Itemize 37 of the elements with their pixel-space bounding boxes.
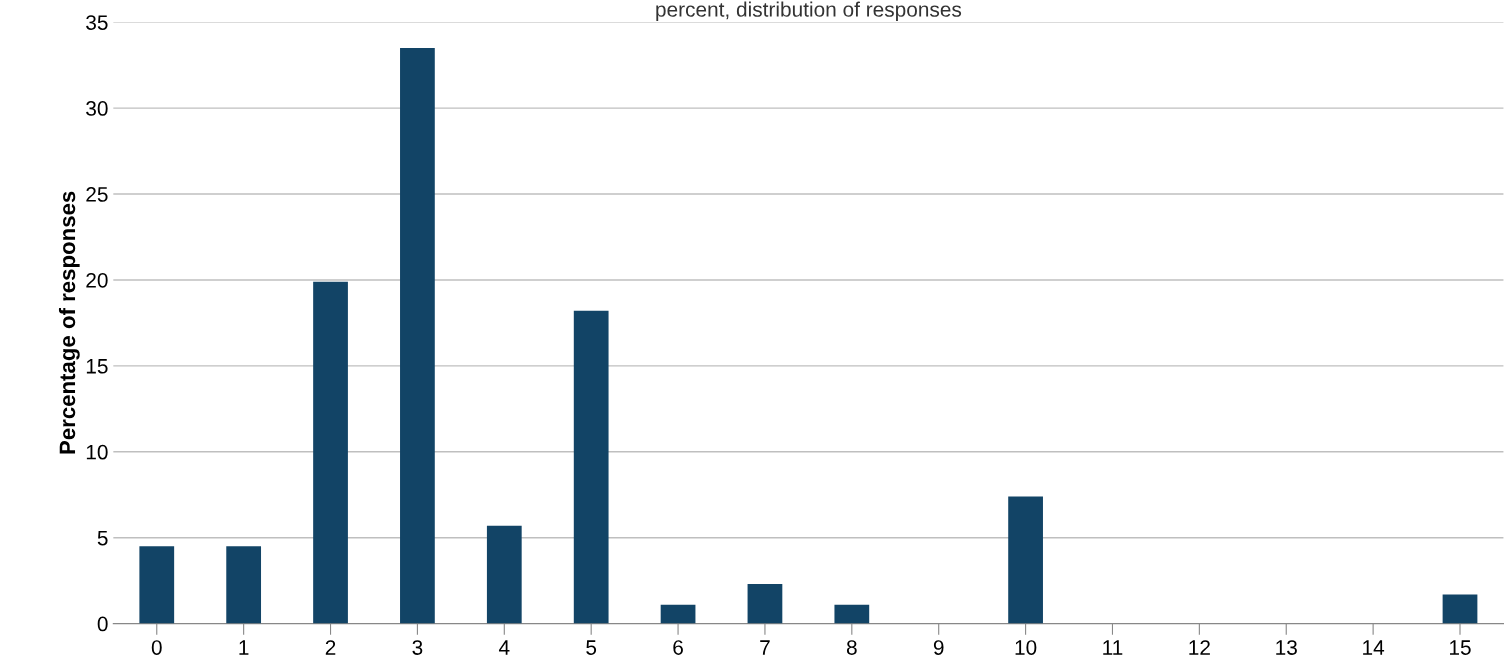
bar xyxy=(139,546,175,624)
bar xyxy=(313,281,348,624)
bar xyxy=(400,47,435,624)
x-tick-label: 14 xyxy=(1363,640,1385,655)
x-tick-label: 5 xyxy=(586,640,597,655)
bar xyxy=(1442,594,1478,624)
bar xyxy=(747,584,783,624)
bar xyxy=(834,604,870,624)
y-tick-label: 10 xyxy=(86,444,108,460)
x-tick-label: 0 xyxy=(151,640,162,655)
bar xyxy=(486,525,522,624)
x-tick-label: 15 xyxy=(1450,640,1471,655)
x-tick-label: 1 xyxy=(239,640,249,655)
bar xyxy=(573,310,609,624)
x-tick-label: 3 xyxy=(412,640,423,655)
y-tick-label: 15 xyxy=(86,359,108,374)
x-tick-label: 9 xyxy=(933,640,944,655)
x-tick-label: 12 xyxy=(1189,640,1210,655)
chart-title: percent, distribution of responses xyxy=(656,1,962,21)
x-tick-label: 11 xyxy=(1103,640,1123,655)
y-tick-label: 35 xyxy=(86,15,108,30)
bar xyxy=(1008,496,1043,624)
x-tick-label: 13 xyxy=(1276,640,1297,655)
bar xyxy=(660,604,696,624)
y-tick-label: 20 xyxy=(86,272,108,288)
y-tick-label: 5 xyxy=(97,530,108,546)
x-tick-label: 8 xyxy=(846,640,857,655)
y-tick-label: 30 xyxy=(86,101,108,116)
y-axis-title: Percentage of responses xyxy=(58,191,80,454)
bar xyxy=(226,546,262,624)
x-tick-label: 2 xyxy=(325,640,336,655)
x-tick-label: 7 xyxy=(760,640,770,655)
x-tick-label: 6 xyxy=(673,640,683,655)
y-tick-label: 0 xyxy=(97,616,108,632)
x-tick-label: 4 xyxy=(498,640,510,655)
x-tick-label: 10 xyxy=(1015,640,1037,655)
y-tick-label: 25 xyxy=(86,187,108,202)
